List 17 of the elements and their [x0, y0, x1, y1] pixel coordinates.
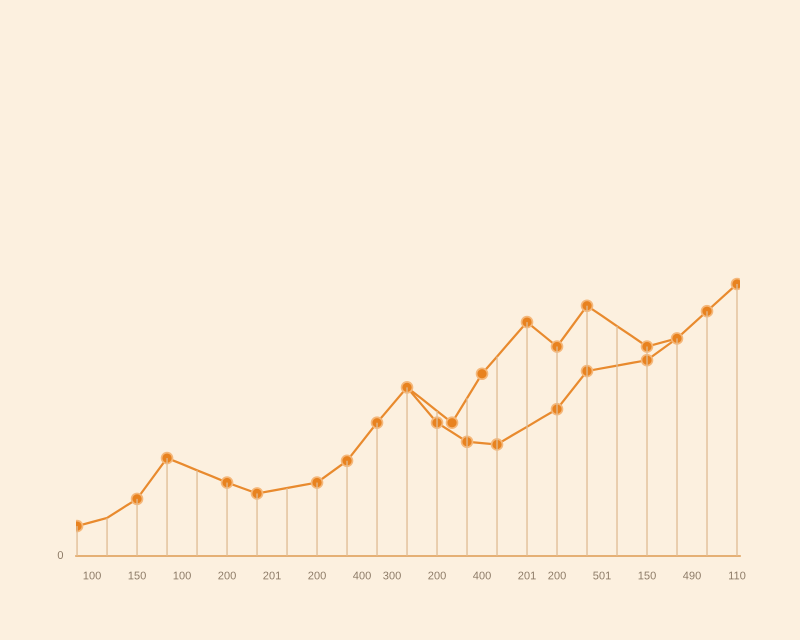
x-tick-label: 150 — [128, 572, 146, 580]
x-tick-label: 400 — [353, 572, 371, 580]
x-tick-label: 501 — [593, 572, 611, 580]
x-tick-label: 110 — [728, 572, 746, 580]
x-tick-label: 150 — [638, 572, 656, 580]
x-tick-label: 201 — [263, 572, 281, 580]
x-tick-label: 400 — [473, 572, 491, 580]
x-tick-label: 300 — [383, 572, 401, 580]
x-tick-label: 200 — [428, 572, 446, 580]
x-tick-label: 490 — [682, 572, 701, 580]
text: 0 — [58, 551, 64, 559]
x-tick-label: 100 — [174, 572, 191, 580]
x-tick-label: 200 — [218, 572, 236, 580]
x-tick-label: 200 — [308, 572, 326, 580]
x-tick-label: 201 — [518, 572, 536, 580]
x-tick-label: 200 — [548, 572, 566, 580]
x-tick-label: 100 — [84, 572, 101, 580]
